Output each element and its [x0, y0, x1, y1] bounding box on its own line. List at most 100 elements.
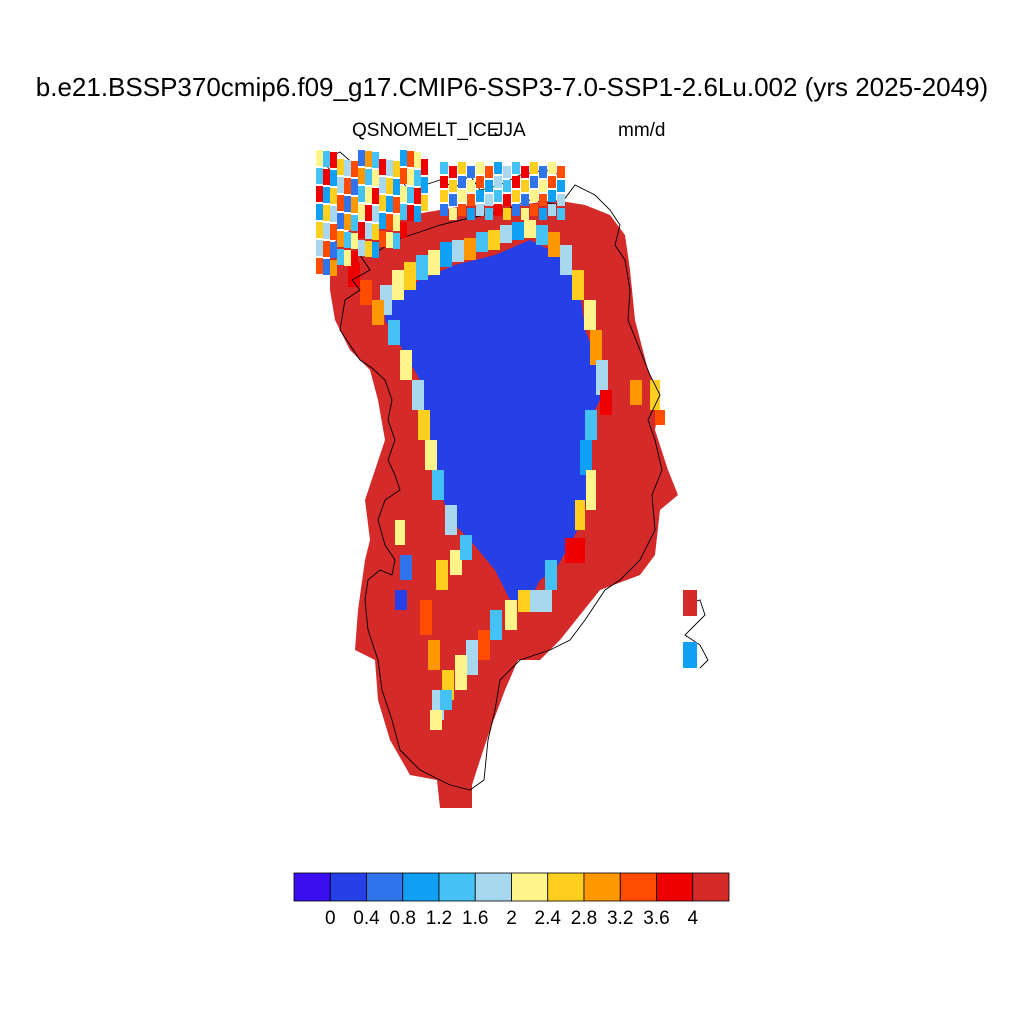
canada-cell [407, 205, 414, 221]
transition-cell [580, 440, 592, 475]
canada-cell [407, 187, 414, 203]
canada-cell [358, 204, 365, 220]
canada-cell [316, 258, 323, 274]
canada-cell [365, 187, 372, 203]
transition-cell [650, 380, 660, 410]
canada-cell [365, 205, 372, 221]
transition-cell [596, 360, 608, 395]
transition-cell [464, 238, 476, 260]
canada-cell [316, 186, 323, 202]
north-cell [521, 180, 529, 192]
north-cell [521, 208, 529, 220]
north-cell [530, 162, 538, 174]
north-cell [539, 208, 547, 220]
north-cell [467, 194, 475, 206]
iceland-cell [683, 642, 697, 668]
iceland-cell [683, 590, 697, 616]
canada-cell [351, 233, 358, 249]
canada-cell [351, 215, 358, 231]
transition-cell [460, 535, 472, 560]
canada-cell [400, 222, 407, 238]
transition-cell [536, 225, 548, 245]
north-cell [539, 166, 547, 178]
canada-cell [337, 231, 344, 247]
north-cell [449, 166, 457, 178]
canada-cell [337, 195, 344, 211]
north-cell [557, 208, 565, 220]
colorbar-swatch [547, 872, 585, 902]
colorbar-tick-label: 0.8 [389, 908, 416, 929]
canada-cell [414, 152, 421, 168]
figure-title: b.e21.BSSP370cmip6.f09_g17.CMIP6-SSP3-7.… [35, 72, 989, 102]
north-cell [557, 166, 565, 178]
colorbar-tick-label: 3.2 [607, 908, 634, 929]
canada-cell [365, 151, 372, 167]
canada-cell [400, 168, 407, 184]
north-cell [449, 208, 457, 220]
north-cell [503, 180, 511, 192]
transition-cell [512, 222, 524, 240]
north-cell [476, 204, 484, 216]
canada-cell [351, 161, 358, 177]
transition-cell [490, 610, 502, 640]
canada-cell [330, 206, 337, 222]
canada-cell [316, 204, 323, 220]
canada-cell [372, 224, 379, 240]
colorbar-swatch [619, 872, 657, 902]
canada-cell [421, 195, 428, 211]
canada-cell [372, 188, 379, 204]
transition-cell [572, 270, 584, 300]
transition-cell [450, 550, 462, 575]
coastline-iceland [684, 599, 709, 669]
canada-cell [365, 241, 372, 257]
north-cell [467, 166, 475, 178]
canada-cell [344, 160, 351, 176]
variable-label: QSNOMELT_ICE [352, 120, 500, 141]
canada-cell [407, 169, 414, 185]
north-cell [521, 166, 529, 178]
transition-cell [428, 250, 440, 275]
transition-cell [420, 600, 432, 635]
canada-cell [316, 222, 323, 238]
canada-cell [330, 224, 337, 240]
transition-cell [445, 505, 457, 535]
colorbar-tick-label: 4 [687, 908, 699, 929]
canada-cell [379, 195, 386, 211]
north-cell [440, 162, 448, 174]
canada-cell [379, 159, 386, 175]
transition-cell [586, 470, 596, 510]
transition-cell [372, 300, 384, 325]
canada-cell [358, 186, 365, 202]
transition-cell [560, 245, 572, 275]
transition-cell [518, 590, 530, 612]
north-cell [503, 208, 511, 220]
north-cell [503, 194, 511, 206]
canada-cell [351, 197, 358, 213]
transition-cell [395, 590, 407, 610]
north-cell [467, 208, 475, 220]
iceland-cells [683, 590, 697, 668]
transition-cell [478, 630, 490, 660]
canada-cell [358, 222, 365, 238]
north-cell [494, 176, 502, 188]
north-cell [557, 180, 565, 192]
transition-cell [600, 390, 612, 415]
transition-cell [452, 240, 464, 262]
colorbar-swatch [293, 872, 331, 902]
canada-cell [358, 240, 365, 256]
north-cell [512, 204, 520, 216]
colorbar-swatch [692, 872, 730, 902]
canada-cell [337, 249, 344, 265]
canada-cell [323, 223, 330, 239]
canada-cell [414, 170, 421, 186]
canada-cell [365, 169, 372, 185]
canada-cell [316, 168, 323, 184]
canada-cell [386, 196, 393, 212]
transition-cell [440, 690, 452, 710]
colorbar-tick-label: 1.2 [425, 908, 453, 929]
canada-cell [393, 197, 400, 213]
canada-cell [365, 223, 372, 239]
transition-cell [585, 410, 597, 440]
canada-cell [386, 232, 393, 248]
